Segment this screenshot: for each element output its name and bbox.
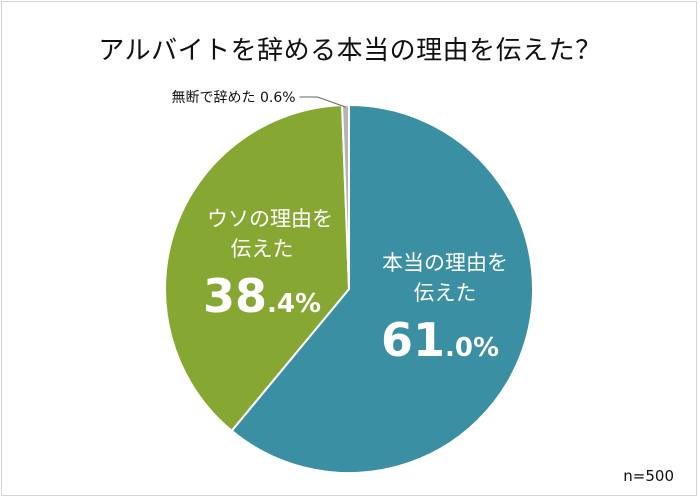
pie-slice-2 bbox=[341, 103, 350, 290]
slice-label-real-reason-line1: 本当の理由を bbox=[382, 251, 508, 275]
chart-title: アルバイトを辞める本当の理由を伝えた？ bbox=[98, 36, 602, 66]
pie-slice-1 bbox=[164, 104, 351, 433]
pie-slice-0 bbox=[230, 103, 534, 474]
slice-label-real-reason-line2: 伝えた bbox=[414, 281, 477, 305]
sample-size-note: n=500 bbox=[623, 467, 674, 485]
slice-value-fake-reason: 38.4% bbox=[203, 269, 321, 323]
slice-label-fake-reason-line2: 伝えた bbox=[231, 237, 294, 261]
slice-label-no-notice: 無断で辞めた 0.6% bbox=[172, 90, 296, 106]
slice-value-real-reason: 61.0% bbox=[381, 313, 499, 367]
slice-label-fake-reason-line1: ウソの理由を bbox=[207, 207, 333, 231]
leader-line-no-notice bbox=[299, 96, 346, 108]
